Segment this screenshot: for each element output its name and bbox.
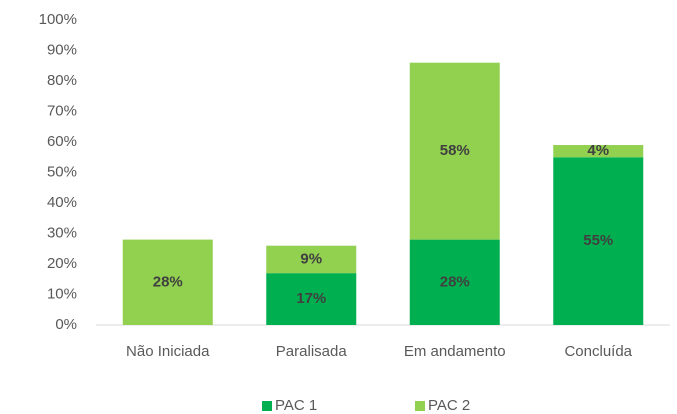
legend-label: PAC 1 [275, 397, 317, 414]
data-label: 17% [296, 290, 326, 307]
y-tick-label: 80% [47, 72, 77, 89]
bar-segment [266, 273, 357, 325]
data-label: 58% [440, 142, 470, 159]
bar-segment [553, 157, 644, 325]
data-label: 9% [300, 250, 322, 267]
y-tick-label: 40% [47, 194, 77, 211]
y-tick-label: 10% [47, 285, 77, 302]
data-label: 28% [153, 273, 183, 290]
y-tick-label: 90% [47, 41, 77, 58]
x-tick-label: Em andamento [404, 343, 506, 360]
bar-segment [122, 239, 213, 325]
legend-swatch [415, 401, 425, 411]
data-label: 28% [440, 273, 470, 290]
legend-swatch [262, 401, 272, 411]
x-tick-label: Concluída [564, 343, 632, 360]
y-tick-label: 20% [47, 255, 77, 272]
bar-segment [266, 245, 357, 274]
legend-label: PAC 2 [428, 397, 470, 414]
bar-segment [409, 62, 500, 240]
bar-segment [409, 239, 500, 325]
y-tick-label: 70% [47, 102, 77, 119]
y-tick-label: 30% [47, 224, 77, 241]
y-tick-label: 0% [55, 316, 77, 333]
bar-segment [553, 145, 644, 158]
x-tick-label: Paralisada [276, 343, 348, 360]
data-label: 4% [587, 142, 609, 159]
y-tick-label: 50% [47, 163, 77, 180]
y-tick-label: 60% [47, 133, 77, 150]
x-tick-label: Não Iniciada [126, 343, 210, 360]
y-tick-label: 100% [39, 11, 77, 28]
data-label: 55% [583, 232, 613, 249]
